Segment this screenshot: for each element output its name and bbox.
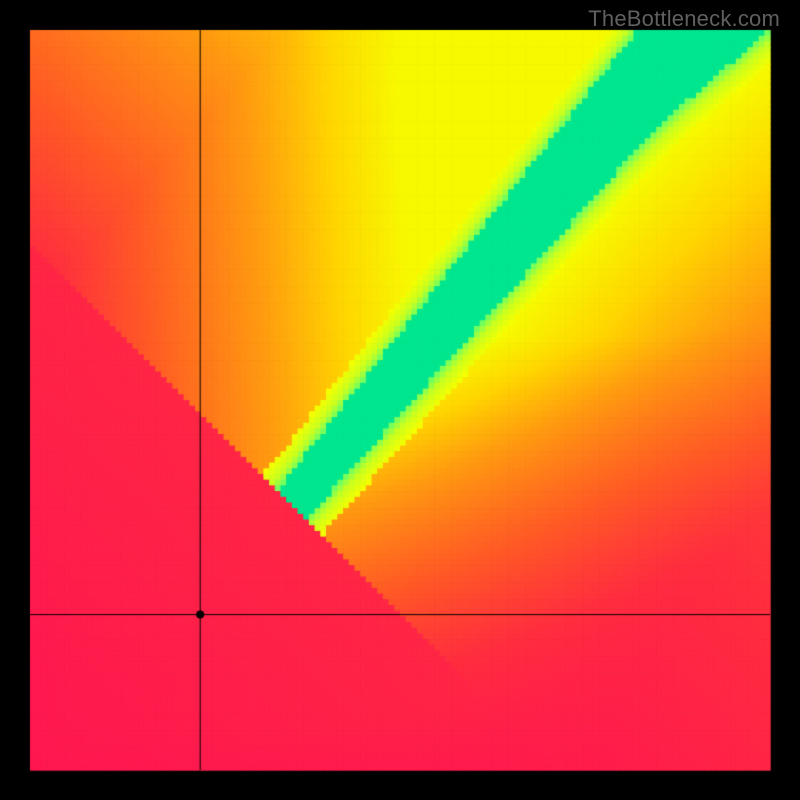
heatmap-canvas — [0, 0, 800, 800]
watermark-text: TheBottleneck.com — [588, 6, 780, 32]
chart-container: TheBottleneck.com — [0, 0, 800, 800]
